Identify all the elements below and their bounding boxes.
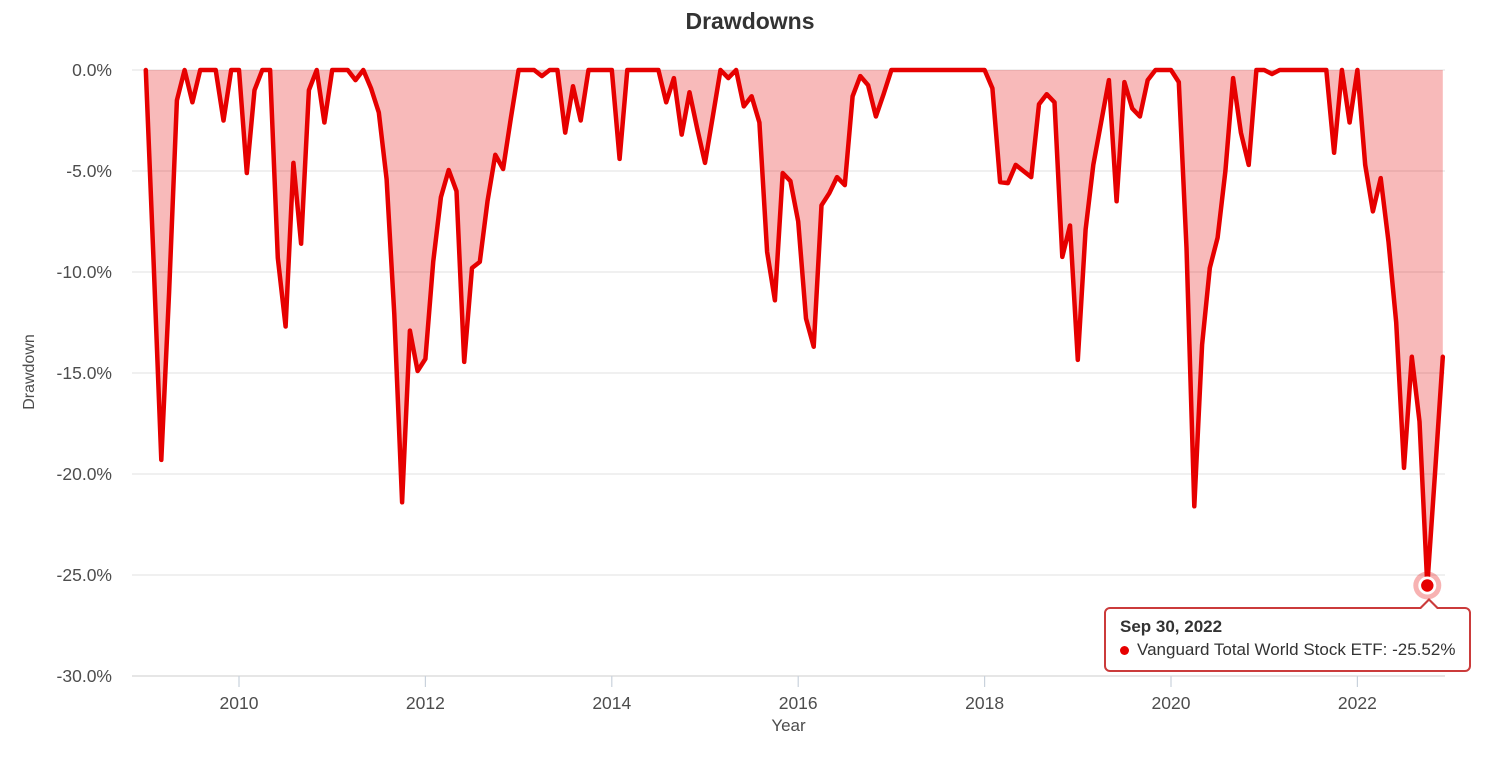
y-tick-label: -30.0% — [57, 666, 112, 686]
tooltip: Sep 30, 2022 Vanguard Total World Stock … — [1104, 598, 1472, 672]
chart-title: Drawdowns — [685, 8, 815, 34]
x-tick-label: 2018 — [965, 693, 1004, 713]
y-tick-label: -15.0% — [57, 363, 112, 383]
tooltip-date: Sep 30, 2022 — [1120, 617, 1223, 636]
highlight-marker[interactable] — [1421, 579, 1434, 592]
y-tick-label: -25.0% — [57, 565, 112, 585]
x-tick-label: 2014 — [592, 693, 631, 713]
x-tick-label: 2016 — [779, 693, 818, 713]
tooltip-series-value: Vanguard Total World Stock ETF: -25.52% — [1137, 640, 1456, 659]
x-tick-label: 2020 — [1152, 693, 1191, 713]
y-tick-label: -20.0% — [57, 464, 112, 484]
x-tick-label: 2010 — [220, 693, 259, 713]
drawdown-line[interactable] — [143, 67, 1446, 588]
series-bullet-icon — [1120, 645, 1129, 655]
y-tick-label: -10.0% — [57, 262, 112, 282]
y-tick-label: -5.0% — [66, 161, 112, 181]
y-tick-label: 0.0% — [72, 60, 112, 80]
drawdown-area — [145, 70, 1443, 586]
x-tick-label: 2012 — [406, 693, 445, 713]
tooltip-arrow-inner-icon — [1420, 601, 1438, 610]
x-axis-title: Year — [771, 716, 806, 735]
tooltip-series-row: Vanguard Total World Stock ETF: -25.52% — [1120, 640, 1455, 660]
x-tick-label: 2022 — [1338, 693, 1377, 713]
